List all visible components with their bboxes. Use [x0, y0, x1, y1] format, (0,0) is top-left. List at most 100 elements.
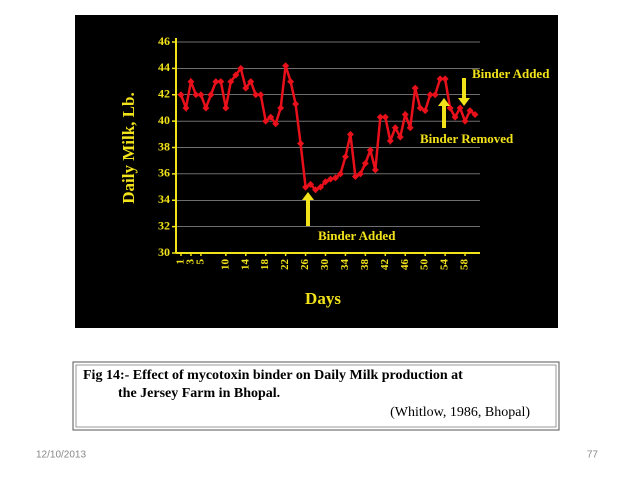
y-tick-label: 46: [158, 34, 170, 48]
annotation: Binder Removed: [420, 131, 514, 146]
y-tick-label: 42: [158, 87, 170, 101]
annotation-arrowhead: [302, 192, 314, 200]
data-point: [376, 113, 384, 121]
data-point: [222, 104, 230, 112]
caption-box-inner: [75, 364, 557, 428]
data-point: [396, 133, 404, 141]
y-axis-label: Daily Milk, Lb.: [119, 92, 138, 203]
data-point: [187, 78, 195, 86]
footer-date: 12/10/2013: [36, 450, 86, 461]
data-point: [277, 104, 285, 112]
data-point: [297, 140, 305, 148]
x-tick-label: 46: [399, 259, 411, 271]
data-point: [237, 64, 245, 72]
y-tick-label: 36: [158, 166, 170, 180]
annotation: Binder Added: [472, 66, 550, 81]
data-point: [307, 180, 315, 188]
data-point: [351, 173, 359, 181]
data-point: [371, 166, 379, 174]
data-point: [451, 113, 459, 121]
data-point: [217, 78, 225, 86]
x-tick-label: 42: [379, 259, 391, 271]
data-point: [466, 107, 474, 115]
data-point: [456, 104, 464, 112]
x-tick-label: 50: [419, 259, 431, 271]
data-point: [242, 84, 250, 92]
data-point: [182, 104, 190, 112]
y-tick-label: 38: [158, 139, 170, 153]
x-axis-label: Days: [305, 289, 341, 308]
x-tick-label: 54: [439, 259, 451, 271]
data-point: [431, 91, 439, 99]
data-point: [341, 153, 349, 161]
x-tick-label: 3: [184, 259, 196, 265]
data-point: [322, 178, 330, 186]
data-point: [381, 113, 389, 121]
data-point: [177, 91, 185, 99]
data-point: [421, 107, 429, 115]
footer-page: 77: [587, 450, 599, 461]
data-point: [292, 100, 300, 108]
y-tick-label: 34: [158, 192, 170, 206]
data-point: [416, 104, 424, 112]
x-tick-label: 10: [219, 259, 231, 271]
caption-line: Fig 14:- Effect of mycotoxin binder on D…: [83, 368, 463, 383]
y-tick-label: 44: [158, 60, 170, 74]
data-point: [386, 137, 394, 145]
data-point: [317, 183, 325, 191]
data-point: [227, 78, 235, 86]
data-point: [446, 104, 454, 112]
data-point: [426, 91, 434, 99]
data-point: [202, 104, 210, 112]
x-tick-label: 26: [299, 259, 311, 271]
x-tick-label: 22: [279, 259, 291, 271]
y-tick-label: 32: [158, 218, 170, 232]
x-tick-label: 38: [359, 259, 371, 271]
annotation-arrowhead: [438, 98, 450, 106]
data-point: [391, 124, 399, 132]
x-tick-label: 58: [459, 259, 471, 271]
data-point: [406, 124, 414, 132]
caption-box: [72, 361, 560, 431]
data-point: [262, 117, 270, 125]
data-point: [312, 186, 320, 194]
data-point: [192, 91, 200, 99]
x-tick-label: 5: [194, 259, 206, 265]
data-point: [461, 117, 469, 125]
data-point: [207, 91, 215, 99]
data-point: [366, 146, 374, 154]
data-point: [436, 75, 444, 83]
data-point: [471, 111, 479, 119]
data-point: [287, 78, 295, 86]
data-point: [326, 175, 334, 183]
data-point: [257, 91, 265, 99]
data-point: [356, 170, 364, 178]
data-point: [197, 91, 205, 99]
data-point: [361, 159, 369, 167]
y-tick-label: 30: [158, 245, 170, 259]
data-point: [212, 78, 220, 86]
data-point: [267, 113, 275, 121]
data-point: [272, 120, 280, 128]
data-point: [346, 130, 354, 138]
data-point: [401, 111, 409, 119]
caption-source: (Whitlow, 1986, Bhopal): [390, 405, 530, 420]
y-tick-label: 40: [158, 113, 170, 127]
annotation: Binder Added: [318, 228, 396, 243]
data-point: [441, 75, 449, 83]
x-tick-label: 34: [339, 259, 351, 271]
x-tick-label: 1: [175, 259, 187, 265]
chart-background: [75, 15, 558, 328]
data-point: [247, 78, 255, 86]
data-point: [282, 62, 290, 70]
x-tick-label: 18: [259, 259, 271, 271]
data-point: [336, 170, 344, 178]
x-tick-label: 30: [319, 259, 331, 271]
caption-line: the Jersey Farm in Bhopal.: [118, 386, 280, 401]
data-point: [331, 174, 339, 182]
x-tick-label: 14: [239, 259, 251, 271]
data-point: [302, 183, 310, 191]
data-point: [252, 91, 260, 99]
data-point: [411, 84, 419, 92]
